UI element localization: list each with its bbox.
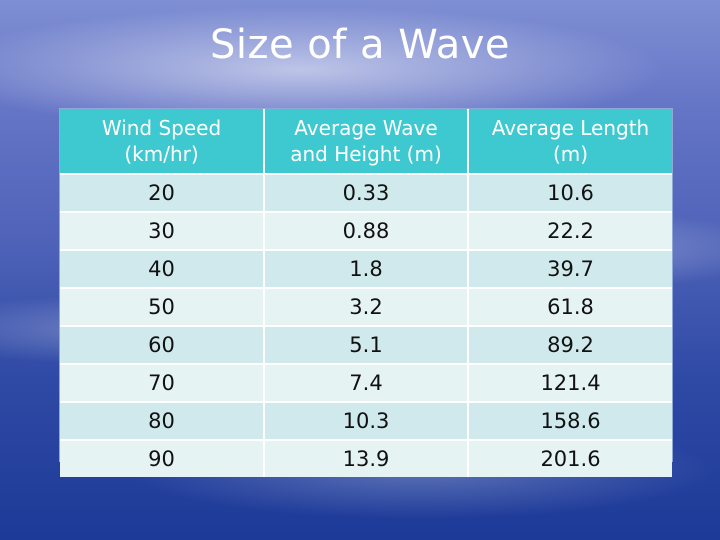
- cell-wave-length: 121.4: [468, 364, 672, 403]
- table-row: 80 10.3 158.6: [60, 402, 672, 441]
- cell-wave-height: 1.8: [264, 250, 469, 289]
- header-line: Average Wave: [294, 116, 438, 140]
- table-row: 30 0.88 22.2: [60, 212, 672, 251]
- cell-wave-height: 0.88: [264, 212, 469, 251]
- slide-title: Size of a Wave: [209, 22, 511, 68]
- cell-wind-speed: 80: [60, 402, 265, 441]
- cell-wind-speed: 70: [60, 364, 265, 403]
- cell-wind-speed: 50: [60, 288, 265, 327]
- cell-wind-speed: 90: [60, 440, 265, 477]
- header-wind-speed: Wind Speed (km/hr): [60, 109, 265, 175]
- cell-wind-speed: 60: [60, 326, 265, 365]
- cell-wave-height: 0.33: [264, 174, 469, 213]
- header-wave-length: Average Length (m): [468, 109, 672, 175]
- table-row: 40 1.8 39.7: [60, 250, 672, 289]
- cell-wind-speed: 40: [60, 250, 265, 289]
- header-line: Average Length: [491, 116, 650, 140]
- table-row: 60 5.1 89.2: [60, 326, 672, 365]
- cell-wave-length: 201.6: [468, 440, 672, 477]
- cell-wave-height: 13.9: [264, 440, 469, 477]
- cell-wind-speed: 20: [60, 174, 265, 213]
- cell-wave-height: 10.3: [264, 402, 469, 441]
- wave-size-table: Wind Speed (km/hr) Average Wave and Heig…: [59, 108, 673, 477]
- header-line: (km/hr): [124, 142, 199, 166]
- header-line: (m): [552, 142, 589, 166]
- cell-wave-height: 7.4: [264, 364, 469, 403]
- table-row: 50 3.2 61.8: [60, 288, 672, 327]
- cell-wave-length: 22.2: [468, 212, 672, 251]
- table-header-row: Wind Speed (km/hr) Average Wave and Heig…: [60, 109, 672, 175]
- cell-wave-length: 158.6: [468, 402, 672, 441]
- cell-wave-length: 10.6: [468, 174, 672, 213]
- cell-wave-height: 3.2: [264, 288, 469, 327]
- cell-wave-length: 39.7: [468, 250, 672, 289]
- cell-wave-length: 89.2: [468, 326, 672, 365]
- cell-wave-length: 61.8: [468, 288, 672, 327]
- table-row: 70 7.4 121.4: [60, 364, 672, 403]
- header-wave-height: Average Wave and Height (m): [264, 109, 469, 175]
- cell-wind-speed: 30: [60, 212, 265, 251]
- cell-wave-height: 5.1: [264, 326, 469, 365]
- header-line: and Height (m): [290, 142, 442, 166]
- header-line: Wind Speed: [101, 116, 222, 140]
- table-row: 90 13.9 201.6: [60, 440, 672, 477]
- data-table: Wind Speed (km/hr) Average Wave and Heig…: [60, 109, 672, 477]
- table-row: 20 0.33 10.6: [60, 174, 672, 213]
